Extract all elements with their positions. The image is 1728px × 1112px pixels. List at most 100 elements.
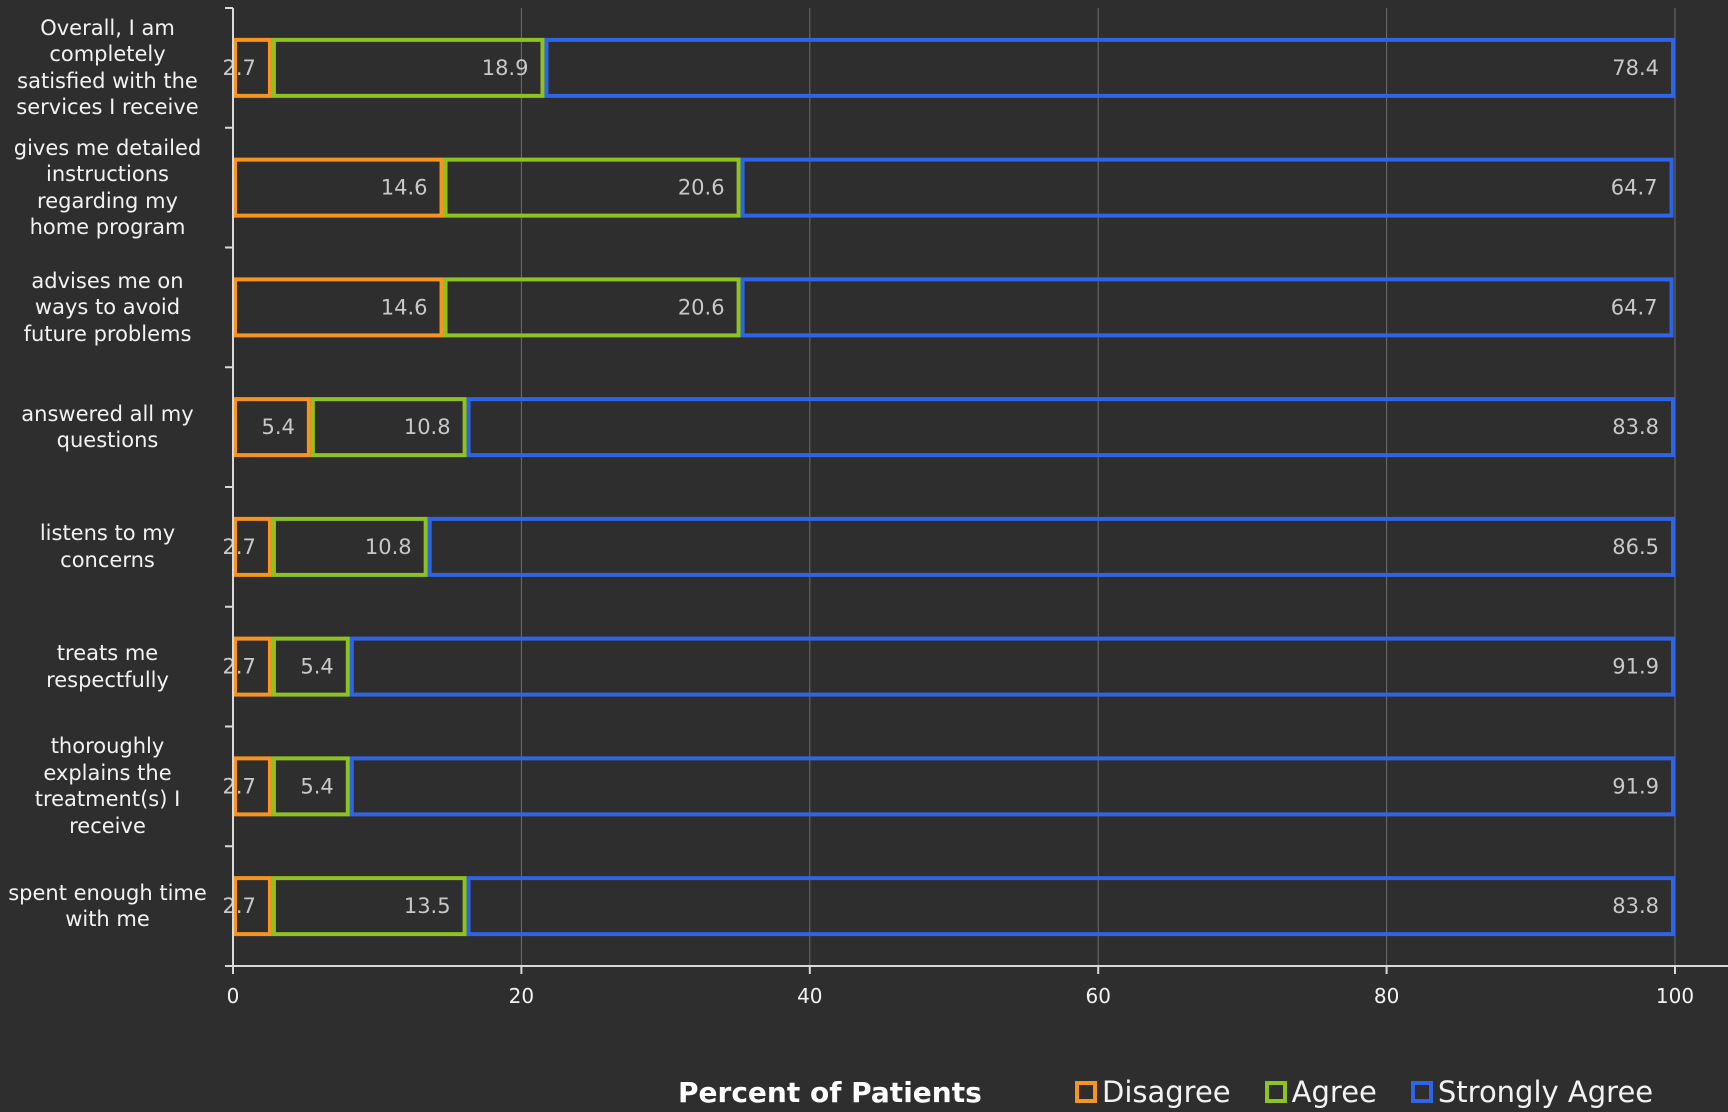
bar-strongly-agree (740, 277, 1674, 338)
bar-strongly-agree (349, 636, 1675, 697)
bars (233, 37, 1675, 937)
legend-item-agree: Agree (1264, 1075, 1377, 1109)
category-label-line: future problems (23, 321, 192, 346)
axes (225, 7, 1728, 974)
bar-strongly-agree (544, 37, 1675, 98)
value-label-agree: 5.4 (300, 774, 333, 798)
category-label-line: instructions (46, 162, 169, 187)
value-label-strongly-agree: 86.5 (1612, 535, 1659, 559)
category-label-line: with me (65, 907, 150, 932)
category-label: spent enough time with me (0, 880, 215, 933)
category-label-line: regarding my (37, 188, 178, 213)
x-tick-label: 20 (509, 984, 534, 1008)
value-labels: 2.7 14.6 14.6 5.4 2.7 2.7 2.7 2.7 18.9 20.6 20.6 10… (223, 56, 1659, 918)
bar-strongly-agree (740, 157, 1674, 218)
legend-label: Agree (1291, 1075, 1377, 1109)
bar-disagree (233, 516, 272, 577)
value-label-disagree: 2.7 (223, 894, 256, 918)
bar-agree (271, 876, 467, 937)
bar-strongly-agree (349, 756, 1675, 817)
category-label: listens to my concerns (0, 520, 215, 573)
value-label-disagree: 2.7 (223, 774, 256, 798)
value-label-agree: 18.9 (482, 56, 529, 80)
bar-agree (271, 516, 428, 577)
category-label-line: concerns (60, 547, 155, 572)
value-label-agree: 5.4 (300, 655, 333, 679)
value-label-strongly-agree: 64.7 (1611, 295, 1658, 319)
bar-strongly-agree (427, 516, 1675, 577)
category-label: advises me on ways to avoid future problem… (0, 268, 215, 348)
bar-disagree (233, 277, 444, 338)
value-label-agree: 13.5 (404, 894, 451, 918)
x-tick-label: 40 (797, 984, 822, 1008)
category-label-line: answered all my (21, 401, 194, 426)
category-label-line: explains the (43, 760, 172, 785)
category-label-line: Overall, I am (40, 15, 175, 40)
category-label-line: respectfully (46, 667, 169, 692)
category-label-line: services I receive (16, 95, 199, 120)
bar-strongly-agree (466, 876, 1675, 937)
value-label-agree: 10.8 (365, 535, 412, 559)
value-label-disagree: 14.6 (381, 176, 428, 200)
category-label-line: gives me detailed (13, 135, 202, 160)
x-tick-label: 80 (1374, 984, 1399, 1008)
category-label-line: advises me on (31, 268, 184, 293)
value-label-strongly-agree: 78.4 (1612, 56, 1659, 80)
bar-disagree (233, 636, 272, 697)
bar-agree (310, 397, 467, 458)
bar-disagree (233, 37, 272, 98)
category-label: answered all my questions (0, 401, 215, 454)
x-tick-label: 0 (227, 984, 240, 1008)
value-label-strongly-agree: 83.8 (1612, 894, 1659, 918)
category-label-line: spent enough time (8, 880, 207, 905)
bar-strongly-agree (466, 397, 1675, 458)
category-label: treats me respectfully (0, 640, 215, 693)
category-label-line: questions (56, 428, 159, 453)
value-label-strongly-agree: 91.9 (1612, 774, 1659, 798)
bar-disagree (233, 157, 444, 218)
value-label-disagree: 14.6 (381, 295, 428, 319)
legend-swatch (1264, 1081, 1287, 1103)
legend-swatch (1410, 1081, 1433, 1103)
x-tick-label: 60 (1085, 984, 1110, 1008)
value-label-strongly-agree: 83.8 (1612, 415, 1659, 439)
legend-item-strongly-agree: Strongly Agree (1410, 1075, 1654, 1109)
bar-disagree (233, 876, 272, 937)
legend-swatch (1075, 1081, 1097, 1103)
value-label-agree: 10.8 (404, 415, 451, 439)
category-label-line: satisfied with the (17, 68, 198, 93)
category-label-line: treatment(s) I (34, 787, 181, 812)
category-label: Overall, I am completely satisfied with th… (0, 15, 215, 121)
category-label-line: receive (69, 813, 146, 838)
value-label-strongly-agree: 91.9 (1612, 655, 1659, 679)
legend: Disagree Agree Strongly Agree (1075, 1072, 1687, 1112)
value-label-disagree: 2.7 (223, 56, 256, 80)
bar-agree (271, 636, 350, 697)
value-label-disagree: 2.7 (223, 655, 256, 679)
bar-agree (271, 37, 545, 98)
bar-agree (443, 157, 741, 218)
x-axis-title: Percent of Patients (678, 1076, 982, 1109)
gridlines (520, 8, 1676, 966)
category-label-line: thoroughly (50, 734, 165, 759)
value-label-agree: 20.6 (678, 176, 725, 200)
category-label-line: home program (29, 215, 186, 240)
category-label-line: ways to avoid (34, 295, 181, 320)
category-label-line: treats me (56, 641, 159, 666)
category-label-line: listens to my (39, 521, 176, 546)
bar-agree (271, 756, 350, 817)
value-label-agree: 20.6 (678, 295, 725, 319)
bar-disagree (233, 397, 311, 458)
legend-label: Strongly Agree (1437, 1075, 1654, 1109)
bar-agree (443, 277, 741, 338)
value-label-disagree: 5.4 (261, 415, 294, 439)
value-label-disagree: 2.7 (223, 535, 256, 559)
legend-item-disagree: Disagree (1075, 1075, 1231, 1109)
category-label: gives me detailed instructions regarding m… (0, 135, 215, 241)
x-tick-labels: 0 20 40 60 80 100 (227, 984, 1694, 1008)
x-tick-label: 100 (1656, 984, 1694, 1008)
category-label-line: completely (49, 42, 166, 67)
legend-label: Disagree (1102, 1075, 1231, 1109)
